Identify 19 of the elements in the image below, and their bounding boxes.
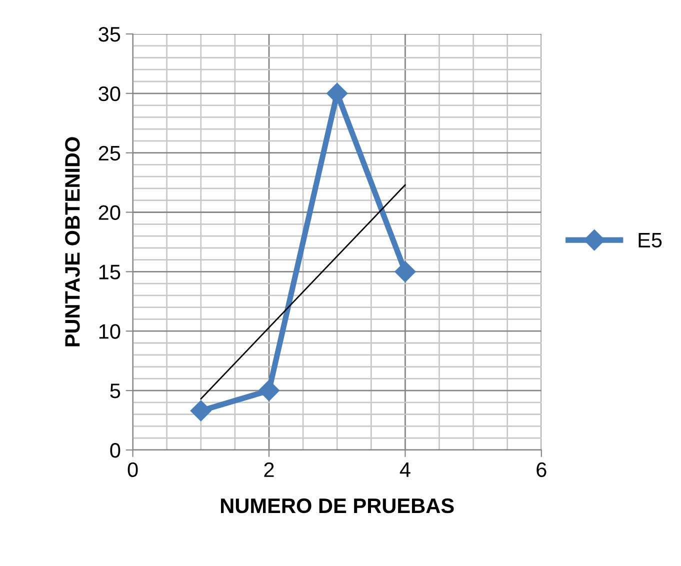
y-tick-label: 5 [110, 384, 120, 398]
x-tick-label: 6 [536, 462, 546, 478]
x-tick-label: 2 [264, 462, 274, 477]
y-tick-label: 10 [99, 324, 120, 339]
y-tick-label: 20 [98, 205, 120, 220]
legend-label: E5 [638, 233, 662, 248]
point [258, 380, 280, 402]
y-tick-label: 25 [98, 146, 120, 161]
point [394, 261, 416, 282]
point [326, 82, 348, 104]
y-tick-label: 35 [98, 26, 120, 42]
y-tick-label: 15 [99, 264, 120, 280]
x-tick-label: 0 [128, 462, 138, 478]
point [190, 400, 212, 422]
y-tick-label: 0 [110, 442, 120, 458]
x-tick-label: 4 [400, 462, 410, 477]
y-axis-title: PUNTAJE OBTENIDO [65, 137, 80, 346]
x-axis-title: NUMERO DE PRUEBAS [221, 498, 454, 514]
y-tick-label: 30 [98, 86, 120, 102]
